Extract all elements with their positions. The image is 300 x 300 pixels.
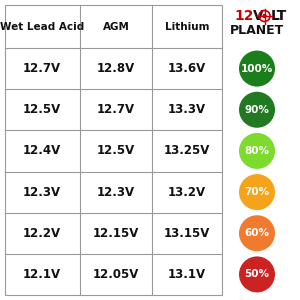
Circle shape xyxy=(239,92,275,128)
Text: 12.5V: 12.5V xyxy=(23,103,61,116)
Text: V: V xyxy=(253,9,264,23)
Bar xyxy=(5,5,222,295)
Text: LT: LT xyxy=(271,9,287,23)
Text: 13.25V: 13.25V xyxy=(164,144,210,158)
Circle shape xyxy=(262,14,267,18)
Circle shape xyxy=(239,174,275,210)
Text: 12.05V: 12.05V xyxy=(93,268,139,281)
Text: 50%: 50% xyxy=(244,269,269,279)
Circle shape xyxy=(239,215,275,251)
Circle shape xyxy=(239,256,275,292)
Text: 13.15V: 13.15V xyxy=(164,227,210,240)
Text: Wet Lead Acid: Wet Lead Acid xyxy=(0,22,84,32)
Text: AGM: AGM xyxy=(103,22,129,32)
Text: 100%: 100% xyxy=(241,64,273,74)
Text: 13.3V: 13.3V xyxy=(168,103,206,116)
Text: 80%: 80% xyxy=(244,146,269,156)
Text: 90%: 90% xyxy=(244,105,269,115)
Text: 12.4V: 12.4V xyxy=(23,144,61,158)
Text: 12.8V: 12.8V xyxy=(97,62,135,75)
Text: PLANET: PLANET xyxy=(230,23,284,37)
Text: 12.7V: 12.7V xyxy=(23,62,61,75)
Circle shape xyxy=(239,133,275,169)
Text: 12.3V: 12.3V xyxy=(23,186,61,199)
Text: 60%: 60% xyxy=(244,228,269,238)
Text: 12.5V: 12.5V xyxy=(97,144,135,158)
Text: Lithium: Lithium xyxy=(165,22,209,32)
Text: 12: 12 xyxy=(234,9,254,23)
Text: 70%: 70% xyxy=(244,187,270,197)
Text: 12.15V: 12.15V xyxy=(93,227,139,240)
Text: 12.3V: 12.3V xyxy=(97,186,135,199)
Text: 12.2V: 12.2V xyxy=(23,227,61,240)
Text: 13.1V: 13.1V xyxy=(168,268,206,281)
Circle shape xyxy=(239,51,275,87)
Text: 13.2V: 13.2V xyxy=(168,186,206,199)
Text: 13.6V: 13.6V xyxy=(168,62,206,75)
Text: 12.7V: 12.7V xyxy=(97,103,135,116)
Text: 12.1V: 12.1V xyxy=(23,268,61,281)
